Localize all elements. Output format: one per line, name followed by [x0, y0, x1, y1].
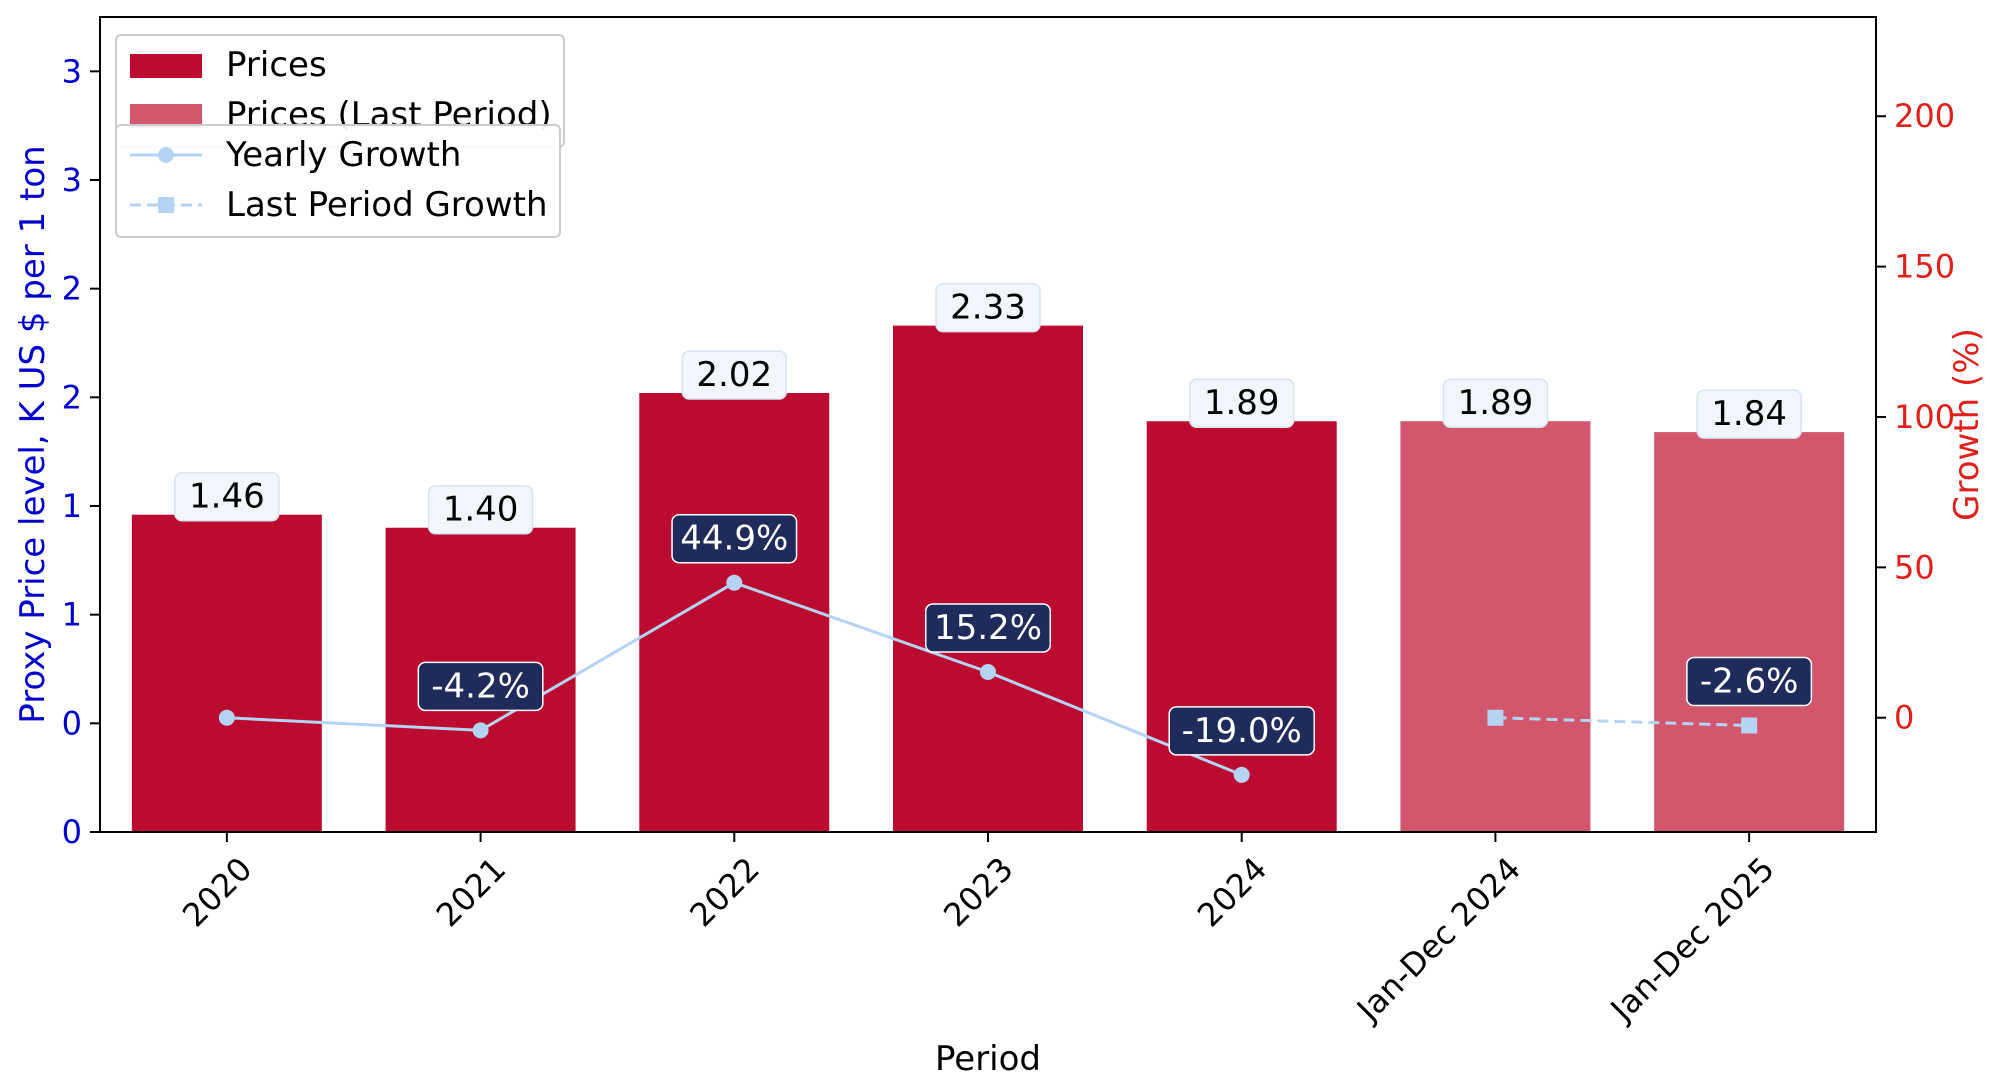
legend-growth: Yearly Growth Last Period Growth	[115, 124, 561, 238]
x-tick-label-2024: 2024	[1190, 850, 1274, 934]
right-tick-label: 150	[1894, 248, 1955, 286]
left-tick-label: 3	[62, 52, 82, 90]
x-tick-label-2020: 2020	[175, 850, 259, 934]
bar-value-label-2021: 1.40	[427, 484, 534, 535]
line-last-period-growth	[1495, 716, 1750, 728]
point-yearly-growth-2022	[726, 574, 743, 591]
bar-value-label-2022-text: 2.02	[696, 355, 772, 395]
legend-frame	[115, 124, 561, 238]
bar-value-label-jan-dec-2025: 1.84	[1696, 389, 1802, 439]
bar-value-label-2022: 2.02	[681, 350, 788, 400]
bar-value-label-2021-box	[427, 484, 534, 535]
x-tick-label-2021: 2021	[429, 850, 513, 934]
growth-label-yearly-growth-2022-text: 44.9%	[680, 519, 788, 559]
right-tick-label: 50	[1894, 548, 1935, 586]
bar-value-label-2020-text: 1.46	[189, 477, 265, 517]
bar-prices-2024	[1146, 421, 1337, 832]
growth-label-last-period-growth-jan-dec-2025-box	[1686, 656, 1813, 707]
right-y-axis-title: Growth (%)	[1947, 328, 1987, 521]
growth-label-yearly-growth-2022: 44.9%	[671, 513, 798, 564]
x-tick-label-2022: 2022	[682, 850, 766, 934]
growth-label-yearly-growth-2021-text: -4.2%	[431, 666, 530, 706]
bar-value-label-jan-dec-2024-box	[1442, 378, 1549, 428]
bar-value-label-2024: 1.89	[1188, 378, 1295, 428]
left-tick-label: 0	[62, 704, 82, 742]
growth-label-yearly-growth-2024-box	[1168, 706, 1315, 756]
bar-value-label-2023-text: 2.33	[950, 288, 1026, 328]
legend-entry-prices-label: Prices	[226, 45, 327, 85]
growth-label-last-period-growth-jan-dec-2025-text: -2.6%	[1700, 662, 1799, 702]
point-last-period-growth-jan-dec-2025	[1741, 717, 1758, 734]
bar-value-label-2023: 2.33	[935, 282, 1041, 333]
bar-prices-last-period-jan-dec-2025	[1654, 432, 1845, 832]
bar-value-label-jan-dec-2024-text: 1.89	[1458, 383, 1534, 423]
bar-prices-2023	[893, 325, 1083, 832]
right-tick-label: 0	[1894, 699, 1914, 737]
bar-value-label-2020: 1.46	[174, 471, 280, 522]
growth-label-yearly-growth-2023: 15.2%	[925, 603, 1051, 653]
growth-label-yearly-growth-2022-box	[671, 513, 798, 564]
legend-entry-yearly-growth-label: Yearly Growth	[225, 135, 461, 175]
legend-entry-last-period-growth-label: Last Period Growth	[226, 185, 548, 225]
bar-value-label-2024-box	[1188, 378, 1295, 428]
growth-lines-layer	[218, 574, 1758, 783]
bar-value-label-2024-text: 1.89	[1204, 383, 1280, 423]
bar-value-label-2023-box	[935, 282, 1041, 333]
growth-label-yearly-growth-2021: -4.2%	[417, 661, 544, 712]
point-yearly-growth-2023	[980, 664, 996, 681]
bar-prices-2022	[639, 392, 830, 832]
bar-value-label-2022-box	[681, 350, 788, 400]
legend-entry-prices-swatch	[130, 54, 202, 78]
x-tick-label-2023: 2023	[936, 850, 1020, 934]
right-y-axis: 0 50 100 150 200	[1876, 97, 1955, 737]
left-tick-label: 3	[62, 161, 82, 199]
growth-labels-layer: -4.2% 44.9% 15.2% -19.0% -2.6%	[417, 513, 1813, 756]
growth-label-yearly-growth-2024: -19.0%	[1168, 706, 1315, 756]
bars-layer	[131, 325, 1845, 832]
growth-label-last-period-growth-jan-dec-2025: -2.6%	[1686, 656, 1813, 707]
x-axis-title: Period	[935, 1039, 1041, 1079]
right-tick-label: 100	[1894, 398, 1955, 436]
bar-prices-last-period-jan-dec-2024	[1400, 421, 1591, 832]
growth-label-yearly-growth-2023-text: 15.2%	[934, 608, 1042, 648]
left-tick-label: 0	[62, 813, 82, 851]
point-yearly-growth-2024	[1233, 766, 1250, 783]
x-axis: 2020 2021 2022 2023 2024 Jan-Dec 2024 Jan-Dec …	[175, 832, 1782, 1030]
bar-value-label-jan-dec-2025-box	[1696, 389, 1802, 439]
legend-entry-yearly-growth-marker	[158, 147, 174, 163]
left-tick-label: 1	[62, 487, 82, 525]
growth-label-yearly-growth-2021-box	[417, 661, 544, 712]
bar-value-label-2020-box	[174, 471, 280, 522]
x-tick-label-jan-dec-2024: Jan-Dec 2024	[1348, 850, 1528, 1030]
growth-label-yearly-growth-2024-text: -19.0%	[1182, 711, 1302, 751]
x-tick-label-jan-dec-2025: Jan-Dec 2025	[1602, 850, 1782, 1030]
point-last-period-growth-jan-dec-2024	[1487, 709, 1504, 726]
growth-label-yearly-growth-2023-box	[925, 603, 1051, 653]
left-y-axis: 0 0 1 1 2 2 3 3	[62, 52, 100, 851]
legend-entry-last-period-growth-marker	[158, 197, 174, 213]
left-tick-label: 2	[62, 270, 82, 308]
bar-value-label-jan-dec-2024: 1.89	[1442, 378, 1549, 428]
bar-value-label-2021-text: 1.40	[443, 490, 519, 530]
left-tick-label: 2	[62, 378, 82, 416]
right-tick-label: 200	[1894, 97, 1955, 135]
bar-prices-2020	[131, 514, 322, 832]
point-yearly-growth-2020	[218, 709, 235, 726]
bar-value-label-jan-dec-2025-text: 1.84	[1711, 394, 1787, 434]
left-y-axis-title: Proxy Price level, K US $ per 1 ton	[13, 145, 53, 723]
left-tick-label: 1	[62, 596, 82, 634]
bar-labels-layer: 1.46 1.40 2.02 2.33 1.89 1.89 1.84	[174, 282, 1802, 535]
point-yearly-growth-2021	[472, 722, 489, 739]
